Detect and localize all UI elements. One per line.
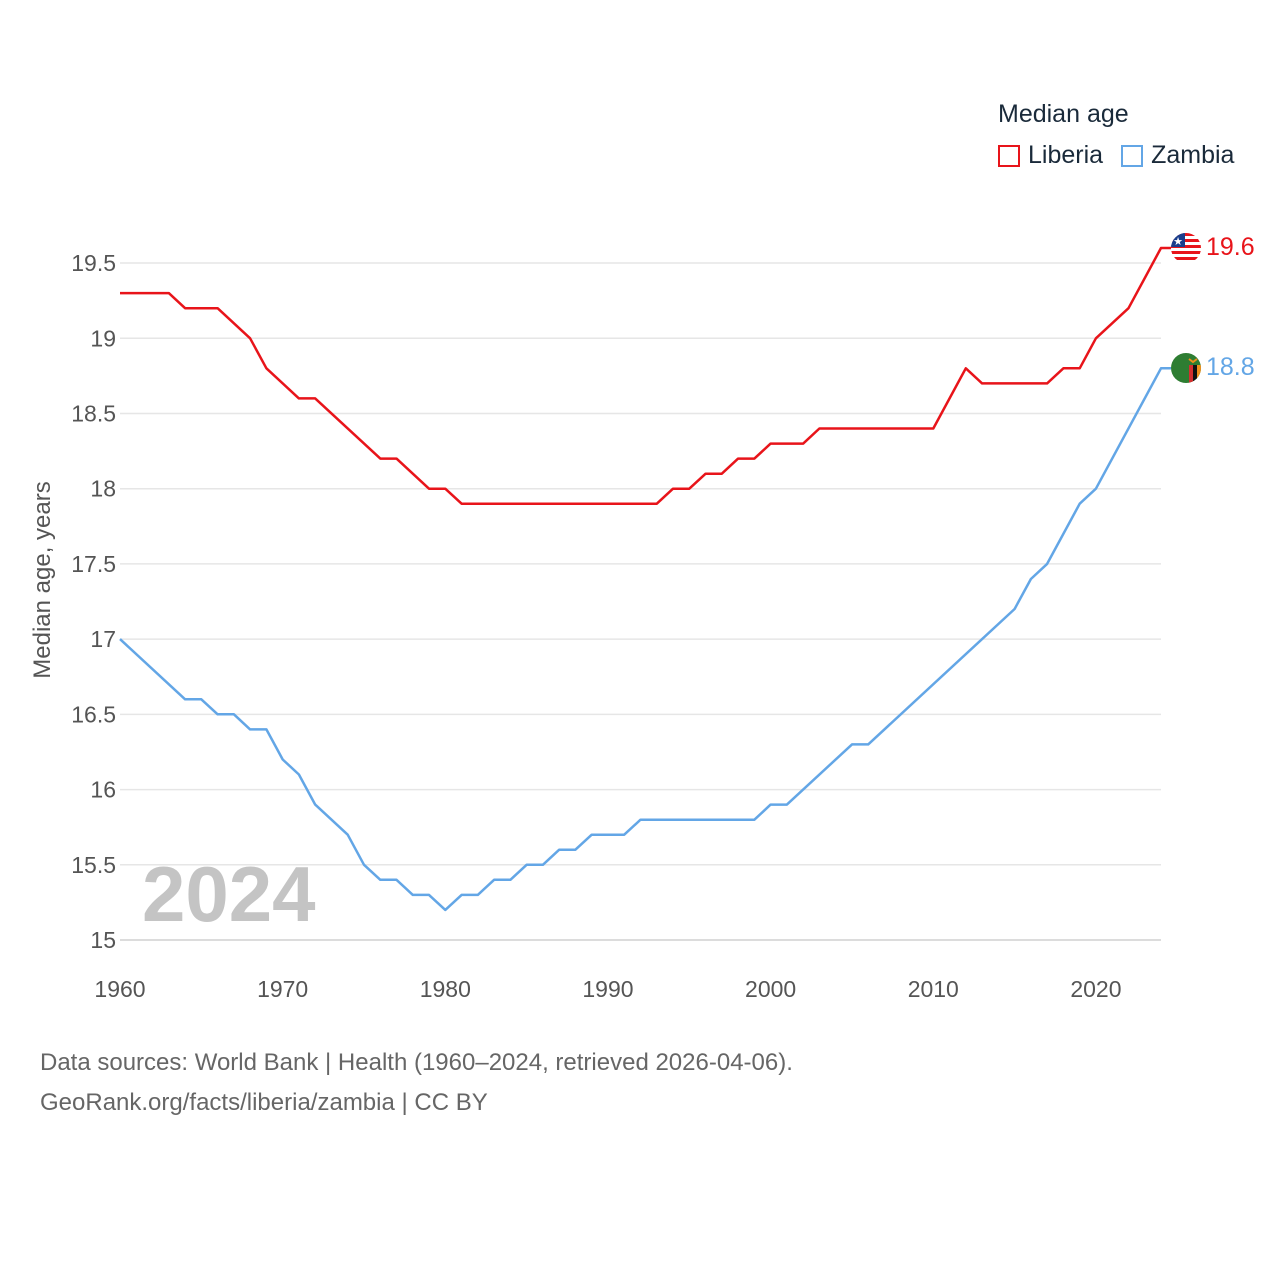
- y-tick-label: 16.5: [71, 701, 116, 727]
- x-tick-label: 2010: [908, 976, 959, 1002]
- x-tick-label: 1960: [94, 976, 145, 1002]
- series-line-zambia[interactable]: [119, 367, 1171, 912]
- current-year-watermark: 2024: [142, 850, 316, 938]
- legend-item-liberia[interactable]: Liberia: [998, 141, 1103, 170]
- series-lines: [119, 246, 1171, 912]
- x-tick-label: 1990: [582, 976, 633, 1002]
- y-tick-label: 17.5: [71, 551, 116, 577]
- y-tick-label: 15.5: [71, 852, 116, 878]
- y-tick-label: 18.5: [71, 400, 116, 426]
- y-tick-label: 18: [90, 476, 116, 502]
- legend-label-zambia: Zambia: [1151, 141, 1235, 169]
- y-axis-title: Median age, years: [29, 481, 56, 678]
- legend-item-zambia[interactable]: Zambia: [1121, 141, 1234, 170]
- x-tick-label: 1980: [420, 976, 471, 1002]
- zambia-flag-icon: [1171, 353, 1201, 383]
- footer: Data sources: World Bank | Health (1960–…: [40, 1043, 793, 1123]
- x-tick-label: 2000: [745, 976, 796, 1002]
- legend-label-liberia: Liberia: [1028, 141, 1104, 169]
- liberia-flag-icon: ★: [1171, 233, 1201, 263]
- attribution-link[interactable]: GeoRank.org/facts/liberia/zambia | CC BY: [40, 1089, 488, 1116]
- y-tick-label: 19: [90, 325, 116, 351]
- y-tick-label: 19.5: [71, 250, 116, 276]
- x-axis-ticks: 1960 1970 1980 1990 2000 2010 2020: [94, 976, 1121, 1002]
- y-tick-label: 17: [90, 626, 116, 652]
- svg-text:★: ★: [1173, 236, 1183, 248]
- x-tick-label: 1970: [257, 976, 308, 1002]
- series-line-liberia[interactable]: [120, 246, 1171, 505]
- legend-swatch-zambia: [1121, 144, 1144, 167]
- y-tick-label: 16: [90, 777, 116, 803]
- x-tick-label: 2020: [1070, 976, 1121, 1002]
- y-tick-label: 15: [90, 927, 116, 953]
- legend-swatch-liberia: [998, 144, 1020, 167]
- zambia-end-value-label: 18.8: [1206, 353, 1255, 381]
- legend: Median age Liberia Zambia: [998, 100, 1252, 170]
- data-sources-text: Data sources: World Bank | Health (1960–…: [40, 1049, 793, 1076]
- y-axis-ticks: 15 15.5 16 16.5 17 17.5 18 18.5 19 19.5: [71, 250, 116, 953]
- legend-title: Median age: [998, 100, 1129, 128]
- gridlines: [120, 262, 1161, 941]
- liberia-end-value-label: 19.6: [1206, 233, 1255, 261]
